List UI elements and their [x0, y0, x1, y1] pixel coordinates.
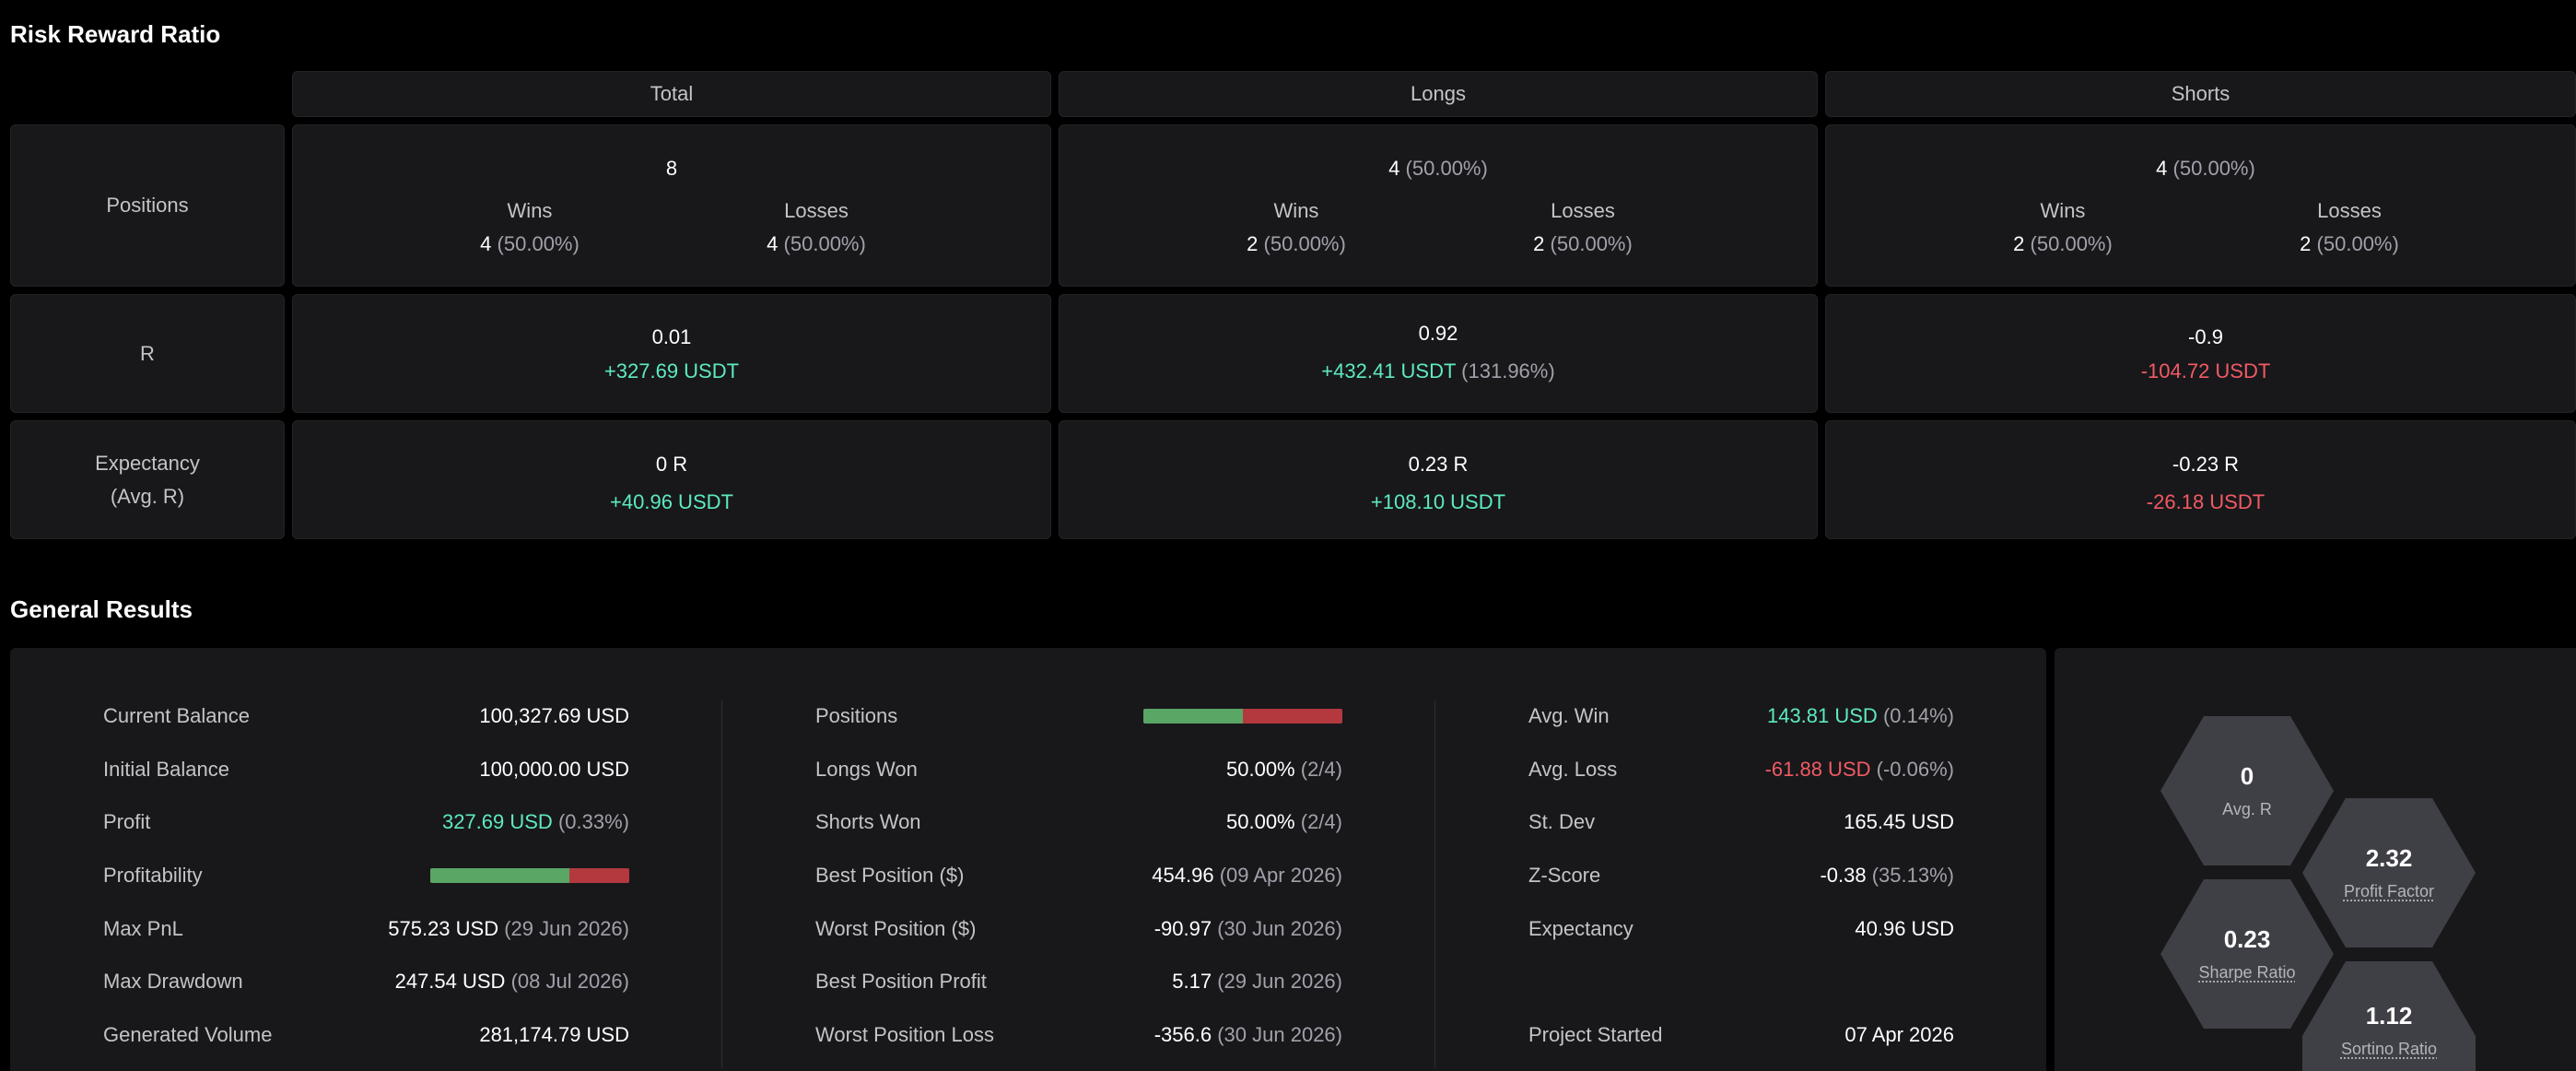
stat-profitability: Profitability — [103, 862, 629, 889]
expectancy-shorts-r: -0.23 R — [2172, 453, 2240, 476]
expectancy-shorts-cell: -0.23 R -26.18 USDT — [1825, 420, 2576, 539]
stat-project-started: Project Started 07 Apr 2026 — [1528, 1023, 1954, 1046]
r-shorts-cell: -0.9 -104.72 USDT — [1825, 294, 2576, 413]
risk-reward-title: Risk Reward Ratio — [10, 20, 221, 48]
row-header-expectancy: Expectancy (Avg. R) — [10, 420, 285, 539]
stat-longs-won: Longs Won 50.00% (2/4) — [815, 758, 1342, 781]
row-header-expectancy-sublabel: (Avg. R) — [110, 484, 185, 508]
profitability-bar-loss — [569, 868, 629, 883]
positions-shorts-losses: Losses 2 (50.00%) — [2300, 199, 2399, 255]
stat-avg-loss: Avg. Loss -61.88 USD (-0.06%) — [1528, 758, 1954, 781]
r-total-cell: 0.01 +327.69 USDT — [292, 294, 1051, 413]
positions-shorts-cell: 4 (50.00%) Wins 2 (50.00%) Losses 2 (50.… — [1825, 124, 2576, 287]
positions-shorts-wins: Wins 2 (50.00%) — [2013, 199, 2113, 255]
r-longs-cell: 0.92 +432.41 USDT (131.96%) — [1059, 294, 1818, 413]
stat-initial-balance: Initial Balance 100,000.00 USD — [103, 758, 629, 781]
r-longs-usdt: +432.41 USDT (131.96%) — [1321, 359, 1555, 382]
positions-total-losses: Losses 4 (50.00%) — [767, 199, 866, 255]
column-divider — [1434, 700, 1435, 1067]
positions-bar-win — [1143, 709, 1243, 724]
positions-longs-wins: Wins 2 (50.00%) — [1247, 199, 1346, 255]
column-header-total: Total — [292, 71, 1051, 117]
r-shorts-usdt: -104.72 USDT — [2140, 359, 2271, 382]
stat-shorts-won: Shorts Won 50.00% (2/4) — [815, 810, 1342, 833]
stat-max-drawdown: Max Drawdown 247.54 USD (08 Jul 2026) — [103, 970, 629, 993]
column-header-longs: Longs — [1059, 71, 1818, 117]
positions-total-wins: Wins 4 (50.00%) — [480, 199, 580, 255]
expectancy-longs-r: 0.23 R — [1408, 453, 1469, 476]
expectancy-total-usdt: +40.96 USDT — [610, 490, 733, 513]
positions-bar-loss — [1243, 709, 1342, 724]
column-divider — [721, 700, 722, 1067]
row-header-positions-label: Positions — [106, 194, 189, 217]
expectancy-total-r: 0 R — [655, 453, 688, 476]
stat-best-position: Best Position ($) 454.96 (09 Apr 2026) — [815, 864, 1342, 887]
stat-worst-position-loss: Worst Position Loss -356.6 (30 Jun 2026) — [815, 1023, 1342, 1046]
positions-shorts-count: 4 (50.00%) — [2156, 157, 2255, 180]
stat-generated-volume: Generated Volume 281,174.79 USD — [103, 1023, 629, 1046]
r-shorts-value: -0.9 — [2188, 325, 2223, 348]
profitability-bar — [430, 868, 629, 883]
expectancy-total-cell: 0 R +40.96 USDT — [292, 420, 1051, 539]
general-results-title: General Results — [10, 595, 193, 623]
stat-st-dev: St. Dev 165.45 USD — [1528, 810, 1954, 833]
positions-longs-count: 4 (50.00%) — [1388, 157, 1488, 180]
stat-z-score: Z-Score -0.38 (35.13%) — [1528, 864, 1954, 887]
row-header-positions: Positions — [10, 124, 285, 287]
general-results-panel — [10, 648, 2046, 1071]
stat-max-pnl: Max PnL 575.23 USD (29 Jun 2026) — [103, 917, 629, 940]
row-header-r: R — [10, 294, 285, 413]
row-header-r-label: R — [140, 341, 155, 365]
expectancy-longs-cell: 0.23 R +108.10 USDT — [1059, 420, 1818, 539]
profitability-bar-win — [430, 868, 570, 883]
r-total-value: 0.01 — [651, 325, 692, 348]
stat-current-balance: Current Balance 100,327.69 USD — [103, 704, 629, 727]
stat-worst-position: Worst Position ($) -90.97 (30 Jun 2026) — [815, 917, 1342, 940]
positions-longs-losses: Losses 2 (50.00%) — [1533, 199, 1633, 255]
stat-profit: Profit 327.69 USD (0.33%) — [103, 810, 629, 833]
column-header-shorts: Shorts — [1825, 71, 2576, 117]
expectancy-longs-usdt: +108.10 USDT — [1370, 490, 1506, 513]
positions-longs-cell: 4 (50.00%) Wins 2 (50.00%) Losses 2 (50.… — [1059, 124, 1818, 287]
stat-positions: Positions — [815, 702, 1342, 730]
expectancy-shorts-usdt: -26.18 USDT — [2146, 490, 2266, 513]
r-total-usdt: +327.69 USDT — [603, 359, 740, 382]
positions-bar — [1143, 709, 1342, 724]
positions-total-cell: 8 Wins 4 (50.00%) Losses 4 (50.00%) — [292, 124, 1051, 287]
positions-total-count: 8 — [665, 157, 678, 180]
stat-avg-win: Avg. Win 143.81 USD (0.14%) — [1528, 704, 1954, 727]
r-longs-value: 0.92 — [1418, 322, 1458, 345]
stat-expectancy: Expectancy 40.96 USD — [1528, 917, 1954, 940]
row-header-expectancy-label: Expectancy — [95, 451, 200, 475]
stat-best-position-profit: Best Position Profit 5.17 (29 Jun 2026) — [815, 970, 1342, 993]
